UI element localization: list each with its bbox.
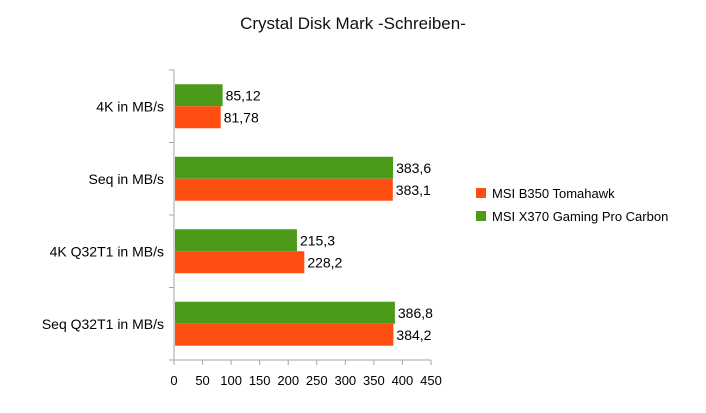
x-tick-label: 150 xyxy=(249,373,271,388)
data-label: 384,2 xyxy=(396,327,431,343)
bar xyxy=(175,301,395,324)
category-label: Seq Q32T1 in MB/s xyxy=(42,316,164,332)
category-label: 4K Q32T1 in MB/s xyxy=(50,243,164,259)
category-label: Seq in MB/s xyxy=(89,171,164,187)
legend-swatch-x370 xyxy=(476,211,486,221)
x-tick-label: 300 xyxy=(334,373,356,388)
x-tick-label: 250 xyxy=(306,373,328,388)
data-label: 383,1 xyxy=(396,182,431,198)
bar xyxy=(175,251,305,274)
x-tick-label: 50 xyxy=(195,373,209,388)
x-tick-label: 200 xyxy=(277,373,299,388)
category-label: 4K in MB/s xyxy=(96,98,164,114)
data-label: 215,3 xyxy=(300,232,335,248)
x-tick-label: 0 xyxy=(170,373,177,388)
legend-item-b350: MSI B350 Tomahawk xyxy=(476,183,668,203)
bar xyxy=(175,323,394,346)
bar xyxy=(175,178,393,201)
data-label: 386,8 xyxy=(398,305,433,321)
data-label: 81,78 xyxy=(224,109,259,125)
legend: MSI B350 Tomahawk MSI X370 Gaming Pro Ca… xyxy=(476,183,668,229)
legend-label-x370: MSI X370 Gaming Pro Carbon xyxy=(492,208,669,224)
data-label: 383,6 xyxy=(396,160,431,176)
chart-title: Crystal Disk Mark -Schreiben- xyxy=(240,14,466,33)
bar xyxy=(175,156,394,179)
x-tick-label: 450 xyxy=(420,373,442,388)
x-tick-label: 350 xyxy=(363,373,385,388)
x-tick-label: 100 xyxy=(220,373,242,388)
bar xyxy=(175,229,297,252)
legend-item-x370: MSI X370 Gaming Pro Carbon xyxy=(476,206,668,226)
data-label: 228,2 xyxy=(307,254,342,270)
legend-swatch-b350 xyxy=(476,188,486,198)
data-label: 85,12 xyxy=(226,87,261,103)
bar xyxy=(175,106,221,129)
x-tick-label: 400 xyxy=(392,373,414,388)
legend-label-b350: MSI B350 Tomahawk xyxy=(492,185,615,201)
bar xyxy=(175,84,223,107)
